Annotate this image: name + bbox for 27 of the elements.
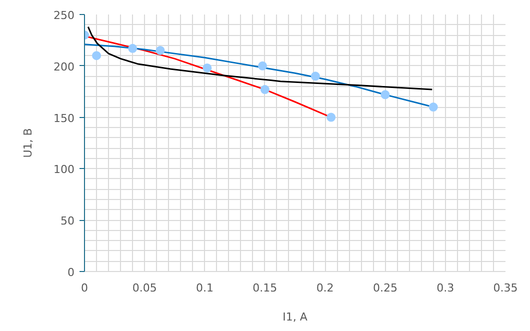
point [380,90,390,100]
x-tick-label: 0.25 [372,282,398,294]
point [156,46,165,55]
y-tick-label: 0 [68,266,74,279]
x-tick-label: 0.15 [252,282,278,294]
x-tick-label: 0.3 [436,282,454,294]
y-tick-label: 50 [60,214,75,228]
x-axis-title: I1, A [282,310,308,324]
y-axis-title: U1, B [22,128,35,158]
line-series [87,26,433,90]
x-tick-label: 0.05 [132,282,157,294]
x-tick-label: 0.2 [316,282,334,294]
point [128,44,138,53]
y-tick-label: 100 [54,163,75,176]
point [202,63,212,72]
x-tick-label: 0 [81,282,88,294]
point [260,85,270,94]
y-tick-label: 250 [54,9,75,22]
x-tick-label: 0.1 [196,282,214,294]
y-tick-label: 200 [54,60,75,74]
point [428,102,438,112]
point [92,51,102,60]
point [258,61,268,70]
y-tick-label: 150 [54,112,75,125]
point [310,72,320,81]
point [326,112,336,122]
x-tick-label: 0.35 [493,282,518,294]
